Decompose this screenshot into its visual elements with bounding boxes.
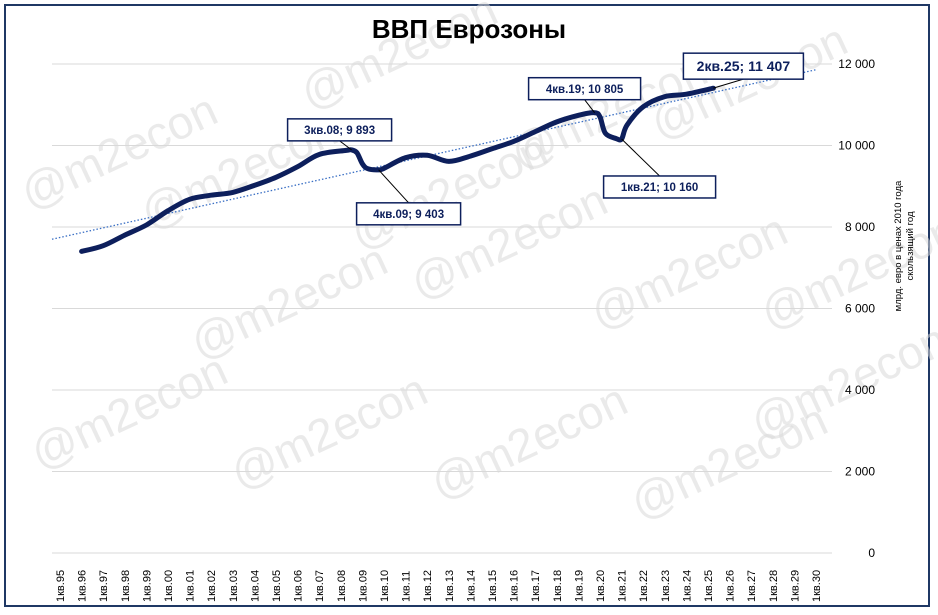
x-tick-label: 1кв.11 (401, 571, 413, 602)
x-tick-label: 1кв.08 (336, 570, 348, 602)
x-tick-label: 1кв.99 (141, 570, 153, 602)
annotation-box (286, 118, 393, 142)
series-line (79, 85, 716, 254)
x-tick-label: 1кв.10 (379, 570, 391, 602)
x-tick-label: 1кв.27 (746, 570, 758, 602)
x-tick-label: 1кв.01 (185, 570, 197, 602)
x-tick-label: 1кв.26 (725, 570, 737, 602)
annotation-leader (713, 78, 744, 89)
x-tick-label: 1кв.18 (552, 570, 564, 602)
trendline (51, 69, 817, 240)
x-tick-label: 1кв.16 (509, 570, 521, 602)
annotation-box (682, 52, 805, 80)
x-tick-label: 1кв.12 (422, 570, 434, 602)
x-tick-label: 1кв.15 (487, 570, 499, 602)
annotation-box (527, 76, 642, 101)
x-tick-label: 1кв.30 (811, 570, 823, 602)
annotation-label: 1кв.21; 10 160 (621, 182, 698, 194)
annotation-leader (339, 140, 352, 151)
watermark-text: @m2econ (22, 343, 235, 479)
x-tick-label: 1кв.19 (573, 570, 585, 602)
annotation-leader (621, 138, 660, 177)
x-tick-label: 1кв.05 (271, 570, 283, 602)
x-tick-label: 1кв.28 (768, 570, 780, 602)
y-tick-label: 10 000 (838, 139, 875, 153)
x-tick-label: 1кв.29 (789, 570, 801, 602)
x-tick-label: 1кв.95 (55, 570, 67, 602)
annotation-label: 3кв.08; 9 893 (304, 125, 375, 137)
y-axis-label: млрд. евро в ценах 2010 года скользящий … (893, 181, 917, 312)
x-tick-label: 1кв.22 (638, 570, 650, 602)
x-tick-label: 1кв.25 (703, 570, 715, 602)
annotation-leader (378, 169, 409, 204)
x-tick-label: 1кв.02 (206, 570, 218, 602)
chart-frame (4, 4, 930, 607)
watermark-text: @m2econ (422, 373, 635, 509)
x-tick-label: 1кв.04 (249, 570, 261, 602)
x-tick-label: 1кв.23 (660, 570, 672, 602)
x-tick-label: 1кв.17 (530, 570, 542, 602)
x-tick-label: 1кв.03 (228, 570, 240, 602)
annotation-label: 4кв.09; 9 403 (373, 209, 444, 221)
x-tick-label: 1кв.24 (681, 570, 693, 602)
y-tick-label: 2 000 (845, 465, 875, 479)
x-tick-label: 1кв.09 (357, 570, 369, 602)
y-tick-label: 0 (868, 546, 875, 560)
annotation-leader (584, 99, 595, 114)
x-tick-label: 1кв.07 (314, 570, 326, 602)
annotation-label: 2кв.25; 11 407 (697, 58, 791, 74)
watermark-text: @m2econ (582, 203, 795, 339)
x-tick-label: 1кв.96 (77, 570, 89, 602)
y-tick-label: 6 000 (845, 302, 875, 316)
y-tick-label: 12 000 (838, 57, 875, 71)
annotation-label: 4кв.19; 10 805 (546, 84, 624, 96)
chart-title: ВВП Еврозоны (371, 14, 567, 44)
x-tick-label: 1кв.00 (163, 570, 175, 602)
y-tick-label: 8 000 (845, 220, 875, 234)
watermark-text: @m2econ (222, 363, 435, 499)
y-axis-label-line1: млрд. евро в ценах 2010 года (893, 180, 904, 312)
x-tick-label: 1кв.14 (465, 570, 477, 602)
annotation-box (602, 175, 717, 199)
x-tick-label: 1кв.20 (595, 570, 607, 602)
y-axis-label-line2: скользящий год (905, 211, 916, 281)
annotation-box (355, 202, 462, 226)
x-tick-label: 1кв.13 (444, 570, 456, 602)
x-tick-label: 1кв.21 (617, 570, 629, 602)
y-tick-label: 4 000 (845, 383, 875, 397)
x-tick-label: 1кв.06 (293, 570, 305, 602)
x-tick-label: 1кв.97 (98, 570, 110, 602)
x-tick-label: 1кв.98 (120, 570, 132, 602)
